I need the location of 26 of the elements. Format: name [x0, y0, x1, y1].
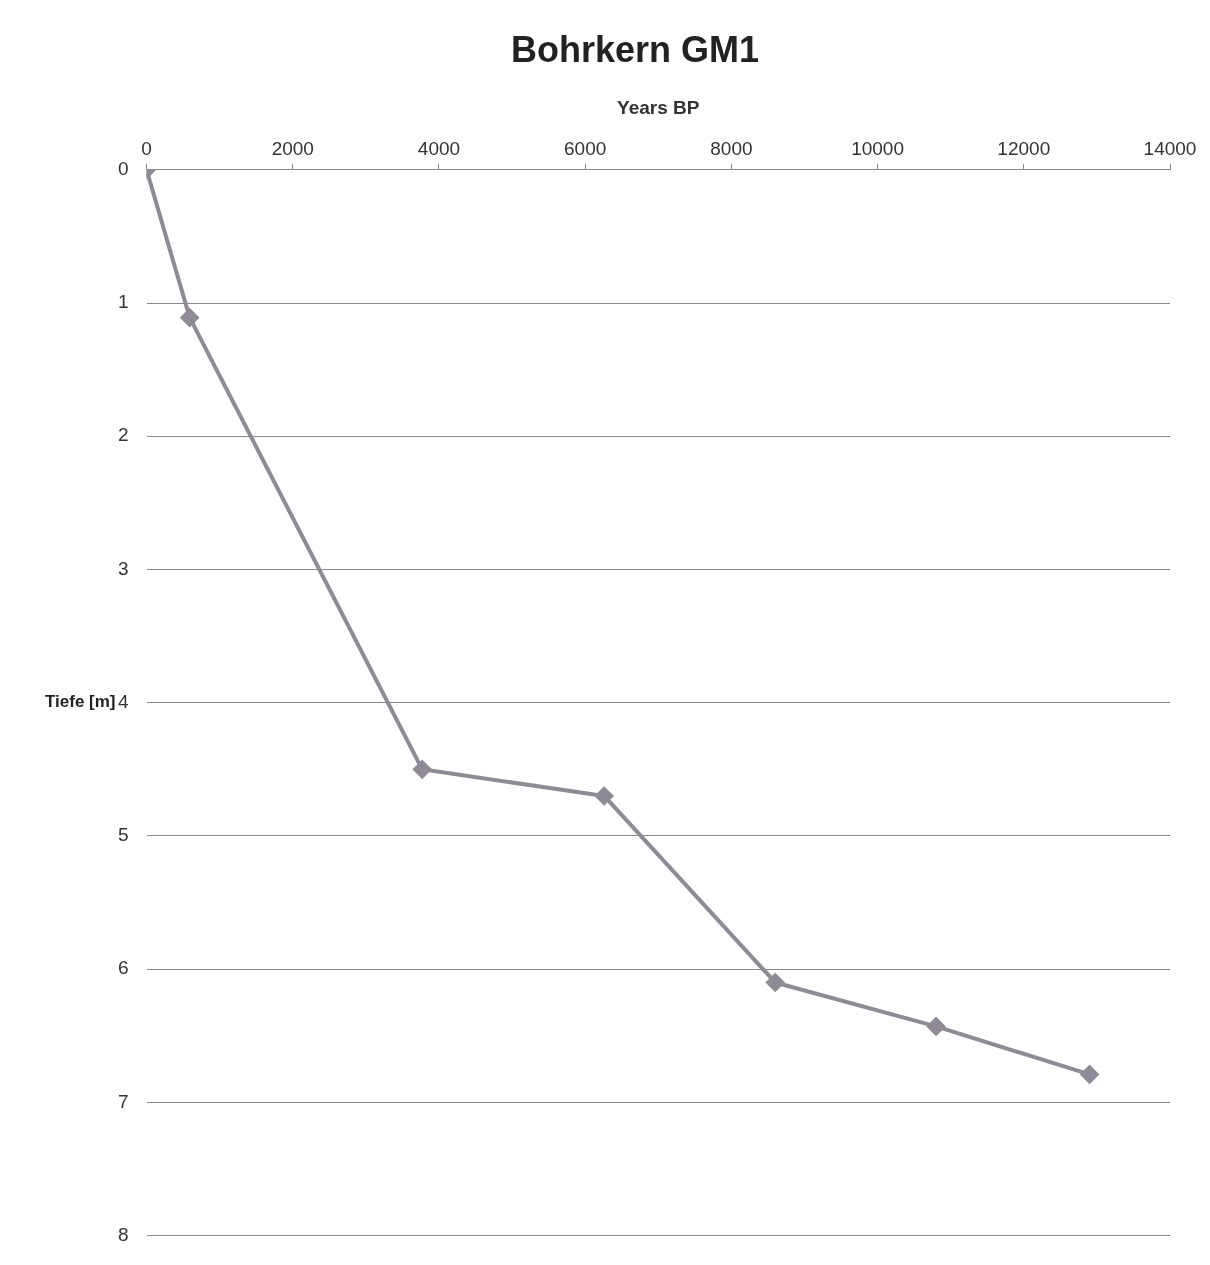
x-tick-label: 12000	[997, 137, 1051, 159]
y-tick-label: 6	[117, 957, 129, 979]
y-axis-title: Tiefe [m]	[45, 692, 116, 712]
x-tick-label: 10000	[851, 137, 905, 159]
y-tick-label: 2	[117, 424, 129, 446]
x-tick-label: 8000	[710, 137, 753, 159]
x-tick-label: 2000	[271, 137, 314, 159]
point	[595, 786, 614, 805]
x-axis-title: Years BP	[617, 96, 700, 118]
x-tick-label: 14000	[1143, 137, 1197, 159]
y-tick-label: 7	[117, 1090, 129, 1112]
point	[180, 308, 199, 327]
y-tick-label: 4	[117, 690, 129, 712]
chart-title: Bohrkern GM1	[510, 28, 760, 70]
y-tick-label: 1	[117, 291, 129, 313]
x-tick-label: 0	[141, 137, 152, 159]
point	[413, 760, 432, 779]
point	[1080, 1065, 1099, 1084]
x-tick-label: 4000	[417, 137, 461, 159]
y-tick-label: 8	[117, 1223, 129, 1245]
point	[766, 973, 785, 992]
x-tick-label: 6000	[564, 137, 607, 159]
y-tick-label: 5	[117, 824, 129, 846]
y-tick-label: 3	[117, 557, 129, 579]
point	[927, 1017, 946, 1036]
y-tick-label: 0	[117, 158, 129, 180]
